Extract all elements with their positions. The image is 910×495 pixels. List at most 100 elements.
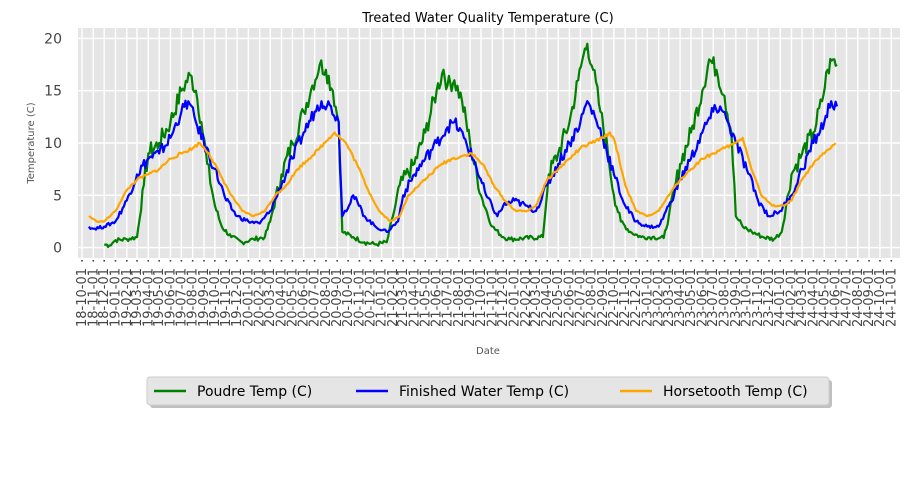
legend-label: Horsetooth Temp (C): [663, 384, 808, 400]
x-tick-label: 19-04-01: [141, 268, 156, 327]
x-tick-label: 23-03-01: [662, 268, 677, 327]
x-tick-mark: [158, 260, 160, 262]
y-tick-label: 0: [53, 241, 62, 257]
x-tick-label: 19-02-01: [120, 268, 135, 327]
x-tick-mark: [313, 260, 316, 262]
x-tick-label: 24-11-01: [884, 268, 899, 327]
x-tick-label: 18-10-01: [75, 268, 90, 327]
x-tick-label: 22-10-01: [607, 268, 622, 327]
x-tick-label: 23-07-01: [706, 268, 721, 327]
x-tick-mark: [347, 260, 349, 262]
x-axis-label: Date: [476, 346, 500, 357]
x-tick-label: 18-12-01: [97, 268, 112, 327]
x-tick-label: 23-10-01: [740, 268, 755, 327]
x-tick-label: 22-05-01: [551, 268, 566, 327]
x-tick-mark: [535, 260, 537, 262]
x-tick-label: 23-08-01: [718, 268, 733, 327]
x-tick-label: 24-08-01: [851, 268, 866, 327]
x-tick-label: 19-09-01: [197, 268, 212, 327]
series-line: [87, 99, 839, 233]
x-tick-mark: [413, 260, 416, 262]
x-tick-mark: [568, 260, 571, 262]
x-tick-mark: [701, 260, 704, 262]
x-tick-mark: [302, 260, 305, 262]
x-tick-label: 22-09-01: [596, 268, 611, 327]
x-tick-mark: [446, 260, 449, 262]
x-tick-mark: [646, 260, 649, 262]
x-tick-mark: [358, 260, 361, 262]
x-tick-mark: [203, 260, 205, 262]
x-tick-mark: [657, 260, 660, 262]
x-tick-label: 18-11-01: [86, 268, 101, 327]
x-tick-label: 20-08-01: [319, 268, 334, 327]
x-tick-label: 20-02-01: [253, 268, 268, 327]
legend-label: Poudre Temp (C): [197, 384, 312, 400]
x-tick-label: 22-04-01: [540, 268, 555, 327]
x-tick-label: 22-01-01: [507, 268, 522, 327]
x-tick-mark: [879, 260, 881, 262]
x-tick-mark: [269, 260, 272, 262]
x-tick-label: 22-11-01: [618, 268, 633, 327]
x-tick-mark: [92, 260, 95, 262]
x-tick-label: 23-05-01: [684, 268, 699, 327]
x-tick-label: 20-03-01: [263, 268, 278, 327]
x-tick-mark: [790, 260, 793, 262]
x-tick-label: 24-02-01: [785, 268, 800, 327]
x-tick-label: 20-12-01: [363, 268, 378, 327]
x-tick-label: 24-09-01: [862, 268, 877, 327]
x-tick-mark: [491, 260, 494, 262]
x-tick-mark: [856, 260, 859, 262]
chart-legend: Poudre Temp (C) Finished Water Temp (C) Ho…: [146, 376, 832, 408]
x-tick-mark: [225, 260, 227, 262]
x-tick-label: 23-09-01: [729, 268, 744, 327]
y-tick-label: 20: [44, 31, 62, 47]
x-tick-label: 24-03-01: [795, 268, 810, 327]
x-tick-mark: [723, 260, 726, 262]
y-tick-label: 10: [44, 136, 62, 152]
x-tick-mark: [668, 260, 670, 262]
x-tick-mark: [147, 260, 150, 262]
x-tick-label: 24-05-01: [817, 268, 832, 327]
legend-box: [146, 376, 830, 406]
x-tick-label: 21-11-01: [485, 268, 500, 327]
x-tick-label: 23-06-01: [695, 268, 710, 327]
x-tick-mark: [823, 260, 826, 262]
x-tick-label: 24-01-01: [773, 268, 788, 327]
x-tick-mark: [590, 260, 593, 262]
x-tick-mark: [579, 260, 582, 262]
x-tick-mark: [114, 260, 117, 262]
x-tick-label: 19-07-01: [174, 268, 189, 327]
x-tick-label: 22-02-01: [519, 268, 534, 327]
x-tick-mark: [435, 260, 438, 262]
x-tick-label: 23-12-01: [762, 268, 777, 327]
x-tick-label: 21-04-01: [407, 268, 422, 327]
x-tick-mark: [191, 260, 194, 262]
x-tick-label: 20-11-01: [352, 268, 367, 327]
x-tick-mark: [812, 260, 815, 262]
x-tick-mark: [834, 260, 837, 262]
x-tick-label: 23-02-01: [652, 268, 667, 327]
x-tick-mark: [768, 260, 770, 262]
x-tick-label: 22-03-01: [529, 268, 544, 327]
x-tick-mark: [524, 260, 527, 262]
x-tick-mark: [169, 260, 172, 262]
x-tick-label: 20-10-01: [341, 268, 356, 327]
x-tick-label: 19-05-01: [152, 268, 167, 327]
x-tick-label: 20-04-01: [274, 268, 289, 327]
x-tick-mark: [735, 260, 737, 262]
x-tick-mark: [180, 260, 183, 262]
x-tick-label: 22-07-01: [573, 268, 588, 327]
x-tick-mark: [214, 260, 216, 262]
x-tick-label: 21-07-01: [440, 268, 455, 327]
y-axis-label: Temperature (C): [26, 102, 37, 184]
x-tick-mark: [236, 260, 238, 262]
x-tick-label: 24-07-01: [839, 268, 854, 327]
x-tick-mark: [457, 260, 460, 262]
x-tick-mark: [557, 260, 559, 262]
x-tick-label: 19-01-01: [108, 268, 123, 327]
x-tick-label: 21-09-01: [463, 268, 478, 327]
x-tick-mark: [745, 260, 748, 262]
chart-title: Treated Water Quality Temperature (C): [361, 11, 613, 26]
x-tick-label: 22-12-01: [629, 268, 644, 327]
